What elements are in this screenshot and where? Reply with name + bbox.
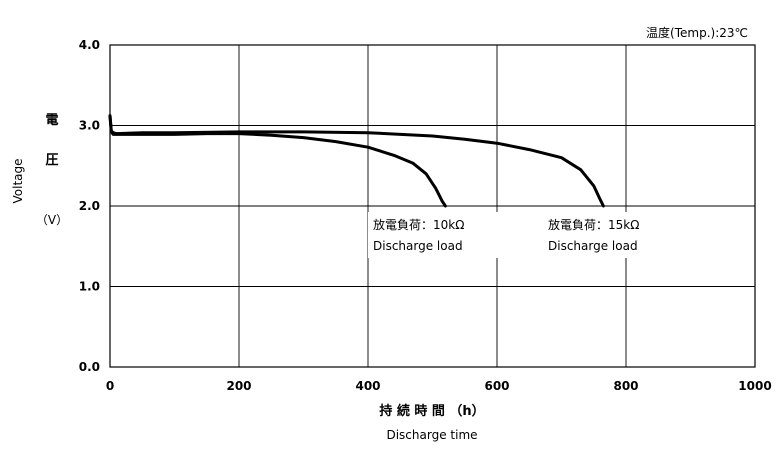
annotation-10k-backdrop bbox=[368, 212, 500, 258]
y-axis-unit: （V） bbox=[36, 213, 68, 227]
y-tick-label-3: 3.0 bbox=[79, 119, 100, 133]
y-tick-label-4: 4.0 bbox=[79, 38, 100, 52]
y-axis-label-char-2: 圧 bbox=[45, 153, 58, 168]
discharge-curve-1 bbox=[108, 114, 447, 208]
plot-area-frame bbox=[109, 44, 756, 368]
x-axis-label-en: Discharge time bbox=[386, 428, 477, 442]
y-tick-label-2: 2.0 bbox=[79, 199, 100, 213]
x-tick-label-5: 1000 bbox=[738, 379, 771, 393]
annotation-10k-label-en: Discharge load bbox=[373, 239, 463, 253]
y-tick-label-0: 0.0 bbox=[79, 360, 100, 374]
y-tick-label-1: 1.0 bbox=[79, 280, 100, 294]
x-tick-label-2: 400 bbox=[355, 379, 380, 393]
x-tick-label-4: 800 bbox=[613, 379, 638, 393]
y-axis-label-char-1: 電 bbox=[45, 113, 58, 128]
temperature-condition: 温度(Temp.):23℃ bbox=[646, 25, 748, 40]
y-tick-labels: 0.0 1.0 2.0 3.0 4.0 bbox=[79, 38, 100, 374]
x-tick-label-3: 600 bbox=[484, 379, 509, 393]
x-tick-label-1: 200 bbox=[226, 379, 251, 393]
x-tick-label-0: 0 bbox=[106, 379, 114, 393]
annotation-15k-load: 放電負荷：15kΩ bbox=[548, 217, 639, 232]
annotation-10k: 放電負荷：10kΩ Discharge load bbox=[368, 212, 500, 258]
annotation-15k-label-en: Discharge load bbox=[548, 239, 638, 253]
annotation-10k-load: 放電負荷：10kΩ bbox=[373, 217, 464, 232]
annotation-15k: 放電負荷：15kΩ Discharge load bbox=[545, 212, 673, 258]
discharge-curve-2 bbox=[108, 114, 605, 208]
x-tick-labels: 0 200 400 600 800 1000 bbox=[106, 379, 772, 393]
annotation-15k-backdrop bbox=[545, 212, 673, 258]
grid-lines bbox=[109, 44, 756, 368]
series-lines bbox=[108, 114, 605, 208]
y-axis-label-en: Voltage bbox=[11, 158, 25, 203]
x-axis-label: 持 続 時 間 （h） bbox=[379, 403, 484, 419]
